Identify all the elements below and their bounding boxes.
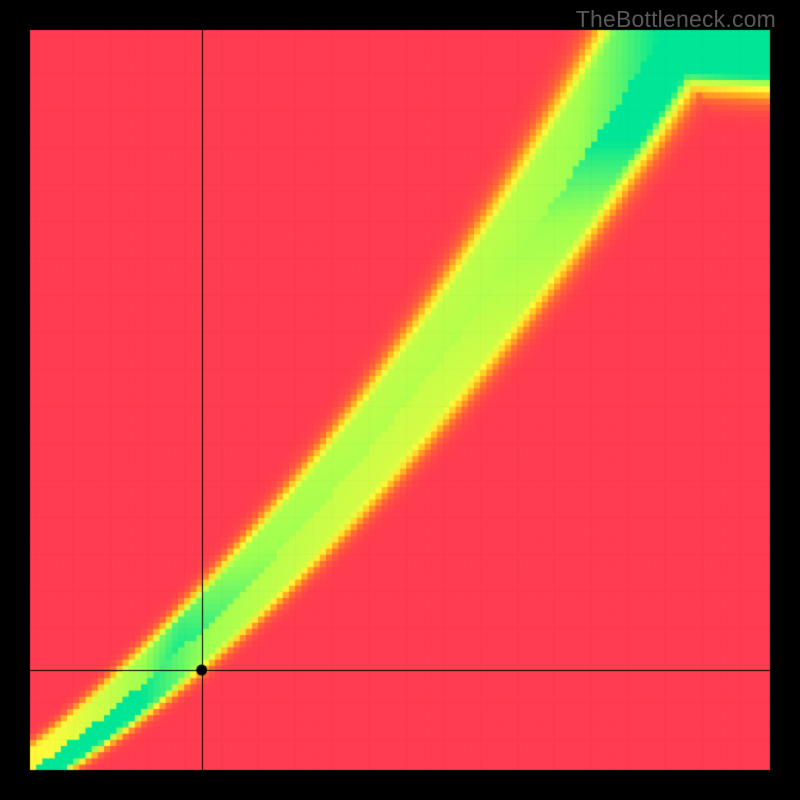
chart-container: TheBottleneck.com: [0, 0, 800, 800]
bottleneck-heatmap-canvas: [0, 0, 800, 800]
watermark-text: TheBottleneck.com: [576, 6, 776, 33]
